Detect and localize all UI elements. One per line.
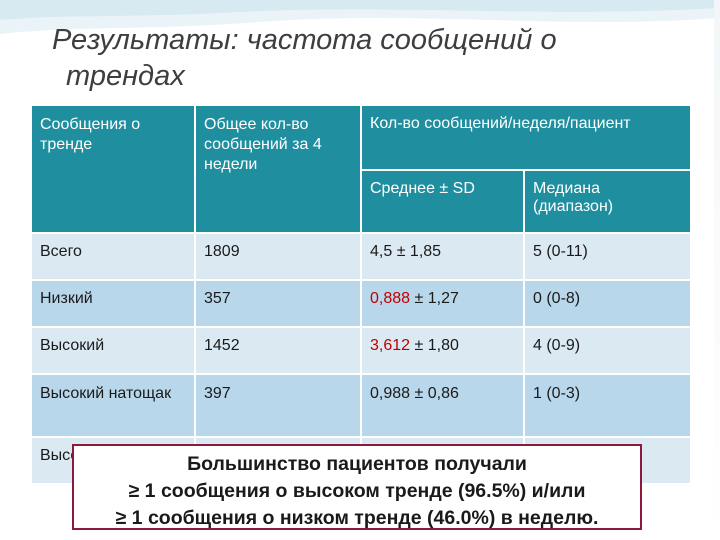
sd-value: ± 1,85 bbox=[392, 243, 442, 260]
row-total: 397 bbox=[195, 373, 362, 437]
results-table: Сообщения о тренде Общее кол-во сообщени… bbox=[32, 106, 691, 483]
row-mean-sd: 4,5 ± 1,85 bbox=[361, 232, 525, 280]
header-messages-trend: Сообщения о тренде bbox=[32, 106, 196, 233]
row-median: 0 (0-8) bbox=[524, 279, 691, 327]
mean-value: 4,5 bbox=[370, 243, 393, 260]
table-row: Высокий 1452 3,612 ± 1,80 4 (0-9) bbox=[32, 326, 691, 374]
summary-callout: Большинство пациентов получали ≥ 1 сообщ… bbox=[72, 444, 642, 530]
sd-value: ± 0,86 bbox=[410, 385, 459, 402]
row-mean-sd: 0,988 ± 0,86 bbox=[361, 373, 525, 437]
row-total: 357 bbox=[195, 279, 362, 327]
row-mean-sd: 0,888 ± 1,27 bbox=[361, 279, 525, 327]
title-line-1: Результаты: частота сообщений о bbox=[52, 24, 557, 56]
row-mean-sd: 3,612 ± 1,80 bbox=[361, 326, 525, 374]
table-row: Всего 1809 4,5 ± 1,85 5 (0-11) bbox=[32, 232, 691, 280]
table-row: Низкий 357 0,888 ± 1,27 0 (0-8) bbox=[32, 279, 691, 327]
row-total: 1809 bbox=[195, 232, 362, 280]
row-median: 1 (0-3) bbox=[524, 373, 691, 437]
row-total: 1452 bbox=[195, 326, 362, 374]
sd-value: ± 1,80 bbox=[410, 337, 459, 354]
row-label: Высокий натощак bbox=[32, 373, 196, 437]
row-label: Высокий bbox=[32, 326, 196, 374]
table-row: Высокий натощак 397 0,988 ± 0,86 1 (0-3) bbox=[32, 373, 691, 437]
header-per-week-group: Кол-во сообщений/неделя/пациент bbox=[361, 106, 691, 170]
row-label: Всего bbox=[32, 232, 196, 280]
header-total-messages: Общее кол-во сообщений за 4 недели bbox=[195, 106, 362, 233]
sd-value: ± 1,27 bbox=[410, 290, 459, 307]
decorative-edge bbox=[714, 0, 720, 540]
callout-line-1: Большинство пациентов получали bbox=[187, 453, 527, 475]
mean-value: 0,988 bbox=[370, 385, 411, 402]
title-line-2: трендах bbox=[66, 60, 185, 92]
header-median-range: Медиана (диапазон) bbox=[524, 169, 691, 233]
callout-line-3: ≥ 1 сообщения о низком тренде (46.0%) в … bbox=[115, 507, 599, 529]
decorative-wave bbox=[0, 0, 720, 34]
header-mean-sd: Среднее ± SD bbox=[361, 169, 525, 233]
callout-line-2: ≥ 1 сообщения о высоком тренде (96.5%) и… bbox=[128, 480, 586, 502]
row-median: 5 (0-11) bbox=[524, 232, 691, 280]
row-median: 4 (0-9) bbox=[524, 326, 691, 374]
slide-title: Результаты: частота сообщений о трендах bbox=[52, 22, 652, 94]
row-label: Низкий bbox=[32, 279, 196, 327]
mean-value: 3,612 bbox=[370, 337, 411, 354]
mean-value: 0,888 bbox=[370, 290, 411, 307]
